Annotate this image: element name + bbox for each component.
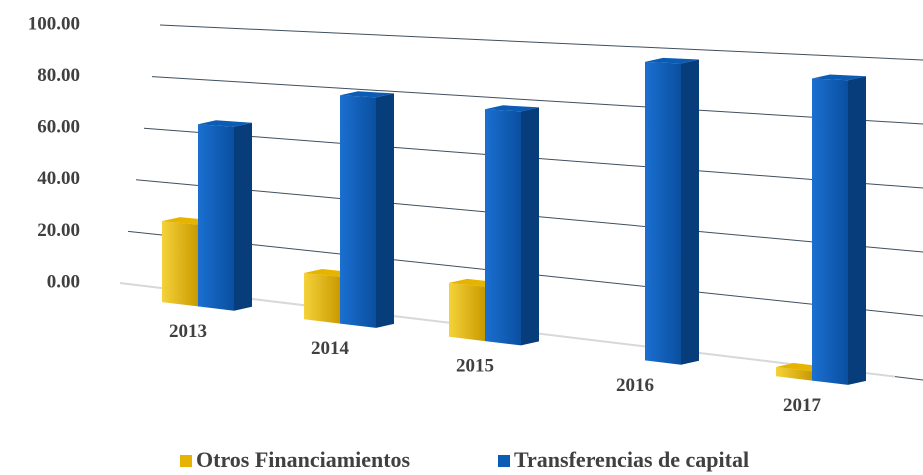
bar xyxy=(340,91,394,328)
legend-label: Otros Financiamientos xyxy=(196,447,411,472)
bar-front xyxy=(449,282,485,342)
bar-top xyxy=(812,74,866,81)
y-tick-label: 100.00 xyxy=(28,13,80,34)
y-tick-label: 60.00 xyxy=(37,117,80,138)
y-tick-label: 80.00 xyxy=(37,65,80,86)
legend-swatch xyxy=(180,455,192,467)
bar-top xyxy=(645,57,699,64)
bar-front xyxy=(198,124,234,311)
bar-front xyxy=(812,78,848,385)
grid-line xyxy=(159,24,923,61)
bar-top xyxy=(485,105,539,112)
bar-front xyxy=(340,95,376,328)
bar-front xyxy=(162,221,198,307)
bar-front xyxy=(645,61,681,365)
y-tick-label: 0.00 xyxy=(47,271,80,292)
bar xyxy=(812,74,866,385)
y-tick-label: 20.00 xyxy=(37,220,80,241)
x-tick-label: 2016 xyxy=(616,375,654,396)
bar-top xyxy=(198,120,252,127)
bar-front xyxy=(304,273,340,324)
legend-swatch xyxy=(498,455,510,467)
bar xyxy=(198,120,252,311)
x-tick-label: 2017 xyxy=(783,395,822,416)
bar-top xyxy=(340,91,394,98)
bar xyxy=(645,57,699,365)
bar-side xyxy=(376,93,394,328)
legend-label: Transferencias de capital xyxy=(514,447,749,472)
bar xyxy=(485,105,539,346)
grid-line xyxy=(151,76,923,125)
bar-side xyxy=(848,76,866,385)
x-tick-label: 2014 xyxy=(311,338,350,359)
bar-side xyxy=(521,107,539,346)
bar-side xyxy=(681,59,699,365)
y-tick-label: 40.00 xyxy=(37,168,80,189)
bar-side xyxy=(234,122,252,311)
x-tick-label: 2013 xyxy=(169,321,207,342)
bar-front xyxy=(485,109,521,346)
x-tick-label: 2015 xyxy=(456,355,494,376)
bar-front xyxy=(776,367,812,381)
